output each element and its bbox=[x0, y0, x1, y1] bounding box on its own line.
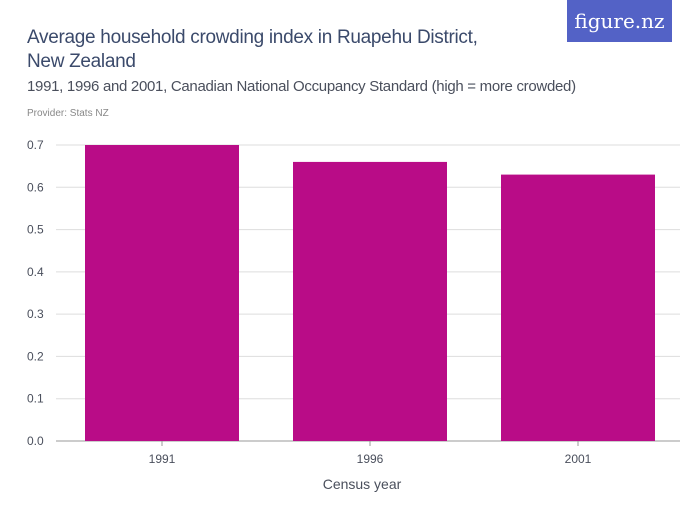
bar-1996 bbox=[293, 161, 447, 441]
chart-subtitle: 1991, 1996 and 2001, Canadian National O… bbox=[27, 78, 576, 95]
y-tick-label: 0.3 bbox=[27, 307, 44, 321]
y-tick-label: 0.5 bbox=[27, 223, 44, 237]
provider-label: Provider: Stats NZ bbox=[27, 108, 109, 119]
x-tick-label: 1996 bbox=[357, 452, 384, 466]
y-tick-label: 0.0 bbox=[27, 434, 44, 448]
x-tick-label: 1991 bbox=[149, 452, 176, 466]
chart-title: Average household crowding index in Ruap… bbox=[27, 27, 478, 72]
figure-nz-logo[interactable]: figure.nz bbox=[567, 0, 672, 42]
y-tick-label: 0.7 bbox=[27, 138, 44, 152]
y-tick-label: 0.1 bbox=[27, 392, 44, 406]
bar-1991 bbox=[85, 145, 239, 441]
x-tick-label: 2001 bbox=[565, 452, 592, 466]
y-tick-label: 0.4 bbox=[27, 265, 44, 279]
y-tick-label: 0.2 bbox=[27, 349, 44, 363]
x-axis-label: Census year bbox=[323, 476, 402, 492]
y-tick-label: 0.6 bbox=[27, 180, 44, 194]
bar-2001 bbox=[501, 174, 655, 441]
